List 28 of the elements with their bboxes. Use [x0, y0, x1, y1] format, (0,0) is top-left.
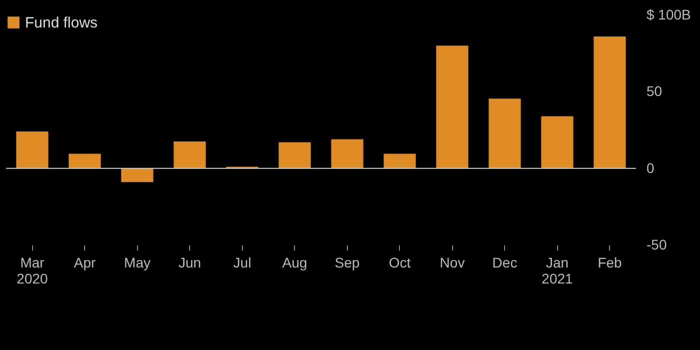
x-tick-label: Aug	[282, 254, 308, 270]
legend-label: Fund flows	[25, 14, 98, 32]
bar	[16, 132, 48, 168]
x-tick-label: Jan 2021	[542, 254, 574, 286]
bar	[68, 154, 101, 168]
bar	[121, 168, 154, 182]
bar	[541, 116, 574, 168]
x-tick-label: May	[124, 254, 150, 270]
x-tick-label: Jun	[178, 254, 202, 270]
x-tick-label: Nov	[440, 254, 465, 270]
x-tick-label: Dec	[492, 254, 518, 270]
bar	[384, 154, 416, 168]
y-tick-label: 0	[646, 160, 654, 176]
bar	[594, 36, 626, 168]
bar	[278, 142, 311, 168]
bar	[488, 98, 521, 168]
bar	[436, 46, 468, 168]
x-tick-label: Oct	[388, 254, 411, 270]
y-tick-label: $ 100B	[646, 6, 691, 22]
x-tick-label: Feb	[598, 254, 622, 270]
y-tick-label: -50	[646, 236, 667, 252]
bar	[331, 139, 364, 168]
y-tick-label: 50	[646, 83, 662, 100]
x-tick-label: Mar 2020	[16, 254, 48, 286]
bar	[174, 142, 206, 168]
x-tick-label: Apr	[74, 254, 96, 270]
x-tick-label: Sep	[334, 254, 360, 270]
x-tick-label: Jul	[233, 254, 252, 270]
